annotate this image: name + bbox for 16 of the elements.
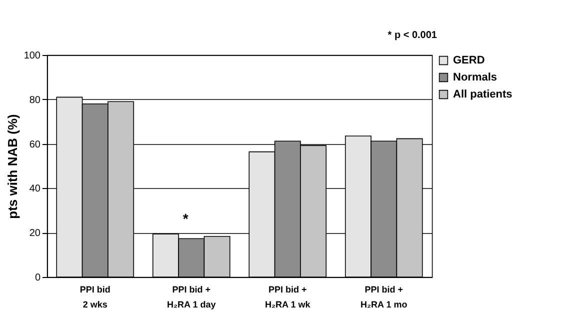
x-tick-label: PPI bid 2 wks	[80, 284, 110, 310]
y-tick-label: 100	[24, 50, 41, 62]
y-tick-label: 80	[29, 94, 41, 106]
x-tick-label: PPI bid + H₂RA 1 wk	[265, 284, 312, 310]
legend-label: Normals	[453, 72, 498, 84]
y-axis-title: pts with NAB (%)	[4, 114, 20, 219]
y-tick-label: 20	[29, 228, 41, 240]
text: * p < 0.001	[388, 30, 438, 41]
x-tick-label: PPI bid + H₂RA 1 mo	[360, 284, 408, 310]
legend-label: All patients	[453, 88, 512, 100]
y-tick-label: 60	[29, 139, 41, 150]
y-tick-label: 0	[34, 272, 41, 284]
legend-label: GERD	[453, 54, 485, 66]
annotation: *	[182, 210, 189, 226]
y-tick-label: 40	[29, 184, 41, 195]
x-tick-label: PPI bid + H₂RA 1 day	[167, 284, 216, 310]
